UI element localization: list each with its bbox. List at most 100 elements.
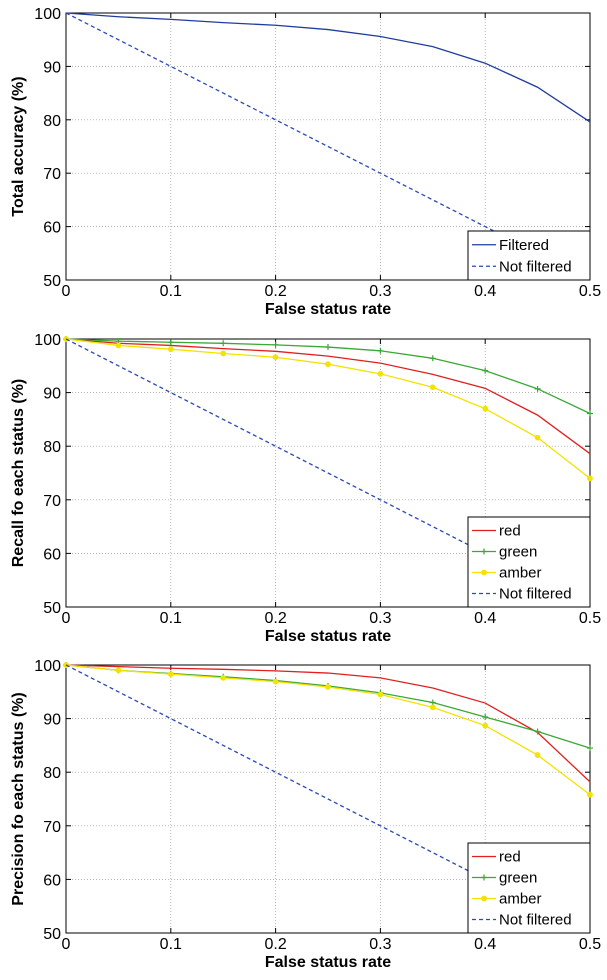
legend-label: amber [499,891,542,908]
data-point-amber [587,791,593,798]
data-point-amber [482,722,489,729]
y-tick-label: 60 [43,872,61,889]
legend-label: Not filtered [499,258,572,275]
x-tick-label: 0.4 [474,610,496,627]
x-tick-label: 0.2 [264,283,286,300]
data-point-amber [429,704,436,711]
legend-box [467,230,591,281]
x-tick-label: 0.5 [579,610,601,627]
series-line-green [65,664,591,749]
plot-frame [65,338,591,608]
x-axis-label: False status rate [265,301,391,318]
data-point-green [377,347,384,354]
x-tick-label: 0.3 [369,936,391,953]
legend-label: green [499,870,537,887]
x-tick-label: 0 [62,610,71,627]
data-point-amber [377,691,384,698]
legend-label: Not filtered [499,912,572,929]
data-point-amber [325,361,331,368]
plot-frame [65,12,591,281]
series-line-filtered [65,12,591,123]
data-point-amber [272,354,279,361]
legend-marker-green [481,548,487,555]
data-point-amber [534,752,541,758]
data-point-amber [167,671,174,678]
x-tick-label: 0.1 [160,610,182,627]
legend-box [467,516,591,608]
y-tick-label: 90 [43,712,61,729]
y-tick-label: 100 [34,6,61,23]
legend-box [467,842,591,934]
series-line-red [65,338,591,455]
data-point-amber [325,684,331,690]
x-tick-label: 0.3 [369,610,391,627]
x-axis-label: False status rate [265,628,391,645]
y-tick-label: 60 [43,546,61,563]
x-tick-label: 0.3 [369,283,391,300]
data-point-amber [429,384,436,391]
y-tick-label: 70 [43,493,61,510]
y-tick-label: 60 [43,220,61,237]
data-point-green [482,367,489,374]
legend-marker-green [481,874,487,881]
y-tick-label: 100 [34,332,61,349]
y-tick-label: 50 [43,273,61,290]
series-line-amber [65,338,591,479]
legend-label: Filtered [499,237,549,254]
y-axis-label: Precision fo each status (%) [10,692,27,905]
data-point-amber [220,350,227,357]
y-tick-label: 100 [34,658,61,675]
x-tick-label: 0 [62,936,71,953]
data-point-green [220,340,227,347]
data-point-amber [167,346,174,353]
legend-label: amber [499,565,542,582]
legend-label: Not filtered [499,586,572,603]
data-point-green [482,713,489,720]
data-point-amber [220,674,227,681]
y-tick-label: 80 [43,113,61,130]
x-axis-label: False status rate [265,954,391,971]
legend-marker-amber [481,569,487,576]
legend-label: green [499,544,537,561]
data-point-green [429,355,436,362]
data-point-green [534,728,541,735]
data-point-amber [115,667,122,674]
x-tick-label: 0.1 [160,936,182,953]
x-tick-label: 0 [62,283,71,300]
data-point-amber [587,475,593,482]
y-tick-label: 50 [43,926,61,943]
series-line-red [65,664,591,783]
y-tick-label: 70 [43,166,61,183]
x-tick-label: 0.2 [264,936,286,953]
data-point-amber [272,678,279,685]
x-tick-label: 0.4 [474,283,496,300]
x-tick-label: 0.5 [579,936,601,953]
y-axis-label: Total accuracy (%) [10,76,27,216]
y-tick-label: 50 [43,600,61,617]
x-tick-label: 0.1 [160,283,182,300]
legend-marker-amber [481,895,487,902]
x-tick-label: 0.4 [474,936,496,953]
data-point-amber [534,434,541,441]
legend-label: red [499,523,521,540]
data-point-green [587,745,593,752]
x-tick-label: 0.2 [264,610,286,627]
y-tick-label: 90 [43,59,61,76]
y-tick-label: 80 [43,765,61,782]
data-point-green [587,410,593,417]
data-point-green [534,385,541,392]
y-tick-label: 80 [43,439,61,456]
y-tick-label: 90 [43,386,61,403]
data-point-amber [482,405,489,412]
data-point-green [325,344,331,351]
data-point-amber [115,342,122,349]
legend-label: red [499,849,521,866]
data-point-green [167,339,174,346]
y-axis-label: Recall fo each status (%) [10,379,27,568]
plot-frame [65,664,591,934]
data-point-amber [377,370,384,377]
y-tick-label: 70 [43,819,61,836]
x-tick-label: 0.5 [579,283,601,300]
data-point-green [272,341,279,348]
